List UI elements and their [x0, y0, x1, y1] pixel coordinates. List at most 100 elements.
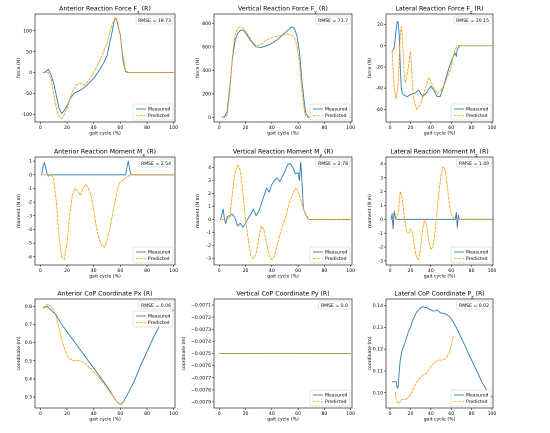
- y-tick-label: -2: [378, 245, 383, 251]
- x-axis-label: gait cycle (%): [424, 274, 456, 280]
- x-axis-label: gait cycle (%): [424, 131, 456, 137]
- series-group: [220, 161, 352, 261]
- rmse-box-frame: [135, 15, 174, 25]
- y-tick-label: 1: [208, 204, 211, 210]
- x-tick-label: 80: [469, 125, 475, 131]
- y-tick-label: 50: [26, 49, 32, 55]
- series-group: [42, 304, 175, 405]
- rmse-box: RMSE = 0.02: [456, 300, 492, 310]
- rmse-box: RMSE = 2.54: [138, 158, 174, 168]
- x-tick-label: 20: [64, 268, 70, 274]
- y-tick-label: −0.0078: [191, 387, 211, 393]
- x-tick-label: 20: [243, 411, 249, 417]
- y-tick-label: 200: [202, 91, 211, 97]
- x-tick-label: 0: [218, 268, 221, 274]
- y-tick-label: 0.13: [373, 325, 383, 331]
- chart-panel-6: Lateral Reaction Moment Mz (R)0 20 40 60 80 1…: [367, 149, 496, 280]
- series-group: [390, 166, 493, 260]
- chart-panel-3: Lateral Reaction Force Fz (R) 0 20 40 60 80 10…: [367, 6, 496, 137]
- y-tick-label: -4: [27, 227, 32, 233]
- series-group: [391, 306, 493, 405]
- rmse-label: RMSE = 2.78: [318, 161, 348, 167]
- chart-title: Vertical Reaction Moment My (R): [233, 149, 333, 159]
- x-axis-label: gait cycle (%): [89, 274, 121, 280]
- y-tick-label: -1: [206, 230, 211, 236]
- rmse-box: RMSE = 18.73: [135, 15, 174, 25]
- y-tick-label: -2: [206, 243, 211, 249]
- y-tick-label: -50: [24, 91, 32, 97]
- x-tick-label: 40: [428, 411, 434, 417]
- x-tick-label: 0: [389, 411, 392, 417]
- y-tick-label: -1: [27, 186, 32, 192]
- legend-frame: [450, 246, 492, 264]
- rmse-box: RMSE = 73.7: [315, 15, 351, 25]
- x-tick-label: 100: [488, 268, 497, 274]
- y-tick-label: −0.0079: [191, 400, 211, 406]
- legend-entry: Measured: [466, 250, 489, 256]
- predicted-series-line: [42, 304, 124, 405]
- y-tick-label: -60: [375, 107, 383, 113]
- rmse-label: RMSE = 0.06: [141, 303, 171, 309]
- x-axis-label: gait cycle (%): [267, 131, 299, 137]
- y-tick-label: 0.10: [373, 390, 383, 396]
- rmse-box-frame: [453, 15, 492, 25]
- y-tick-label: −0.0075: [191, 351, 211, 357]
- x-tick-label: 40: [91, 268, 97, 274]
- legend-entry: Measured: [325, 250, 348, 256]
- x-tick-label: 20: [64, 411, 70, 417]
- legend-entry: Measured: [325, 393, 348, 399]
- x-tick-label: 100: [488, 411, 497, 417]
- measured-series-line: [391, 20, 493, 98]
- x-tick-label: 60: [117, 268, 123, 274]
- series-group: [221, 26, 352, 118]
- x-tick-label: 80: [144, 125, 150, 131]
- predicted-series-line: [391, 166, 493, 260]
- x-axis-label: gait cycle (%): [267, 417, 299, 423]
- x-axis-label: gait cycle (%): [89, 417, 121, 423]
- legend-frame: [450, 103, 492, 121]
- y-axis-label: coordinate (m): [181, 336, 187, 370]
- chart-panel-8: Vertical CoP Coordinate Py (R) 0 20 40 60 80 1…: [181, 291, 355, 423]
- x-tick-label: 20: [408, 268, 414, 274]
- y-tick-label: 3: [380, 175, 383, 181]
- y-tick-label: 800: [202, 21, 211, 27]
- x-tick-label: 80: [144, 411, 150, 417]
- x-tick-label: 100: [169, 125, 178, 131]
- x-tick-label: 60: [448, 125, 454, 131]
- x-tick-label: 40: [428, 125, 434, 131]
- predicted-series-line: [221, 26, 352, 118]
- predicted-series-line: [391, 26, 493, 110]
- legend-frame: [450, 389, 492, 407]
- y-tick-label: -3: [378, 258, 383, 264]
- y-tick-label: 0.4: [25, 377, 32, 383]
- x-tick-label: 40: [91, 125, 97, 131]
- legend-entry: Measured: [466, 107, 489, 113]
- y-tick-label: -1: [378, 231, 383, 237]
- x-tick-label: 100: [346, 411, 355, 417]
- y-tick-label: 0: [380, 43, 383, 49]
- legend-entry: Predicted: [466, 399, 488, 405]
- y-tick-label: 0: [208, 115, 211, 121]
- plot-frame: [213, 13, 353, 123]
- rmse-box: RMSE = 1.49: [456, 158, 492, 168]
- measured-series-line: [41, 160, 175, 177]
- legend-frame: [309, 103, 351, 121]
- y-tick-label: -3: [206, 256, 211, 262]
- y-tick-label: 1: [29, 159, 32, 165]
- y-tick-label: 0: [380, 217, 383, 223]
- predicted-series-line: [394, 335, 454, 405]
- y-tick-label: -100: [22, 112, 33, 118]
- rmse-label: RMSE = 20.15: [456, 18, 489, 24]
- y-tick-label: 0.8: [25, 304, 32, 310]
- x-tick-label: 60: [117, 411, 123, 417]
- y-tick-label: 0.11: [373, 369, 383, 375]
- y-axis-label: moment (N m): [195, 194, 201, 228]
- rmse-box: RMSE = 20.15: [453, 15, 492, 25]
- rmse-box: RMSE = 0.06: [138, 300, 174, 310]
- x-axis-label: gait cycle (%): [424, 417, 456, 423]
- x-tick-label: 80: [321, 411, 327, 417]
